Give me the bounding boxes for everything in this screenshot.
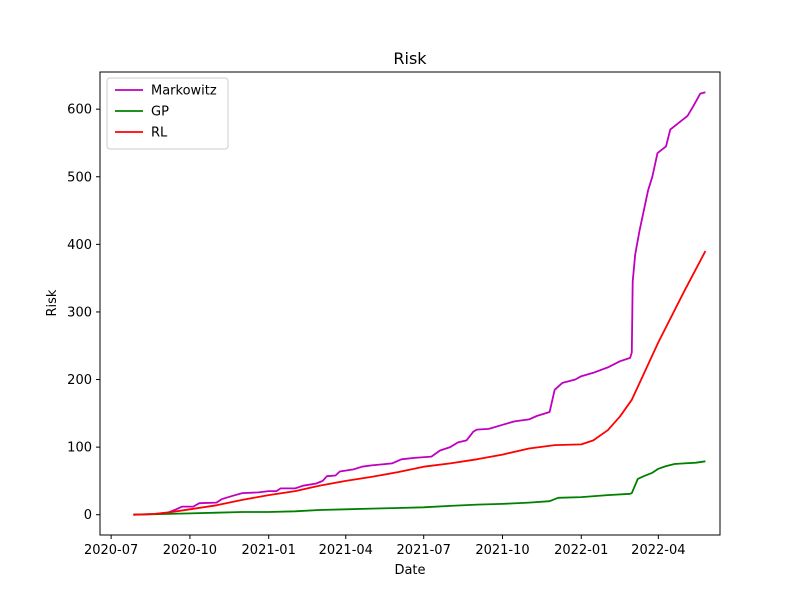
y-tick-label: 200 (67, 373, 92, 388)
y-tick-label: 0 (84, 508, 92, 523)
x-tick-label: 2021-04 (319, 543, 373, 558)
legend-label-rl: RL (151, 126, 168, 141)
y-tick-label: 400 (67, 238, 92, 253)
y-tick-label: 100 (67, 441, 92, 456)
x-tick-label: 2022-01 (554, 543, 608, 558)
series-line-rl (133, 250, 707, 516)
plot-frame (99, 71, 721, 536)
series-line-markowitz (133, 91, 706, 516)
series-line-gp (133, 460, 706, 516)
x-tick-label: 2021-01 (242, 543, 296, 558)
x-axis: 2020-07 2020-10 2021-01 2021-04 2021-07 2021-… (84, 535, 686, 558)
legend-label-gp: GP (151, 105, 169, 120)
y-tick-label: 500 (67, 170, 92, 185)
legend: Markowitz GP RL (106, 77, 229, 150)
x-tick-label: 2020-10 (163, 543, 217, 558)
x-axis-title: Date (394, 563, 425, 578)
y-tick-label: 300 (67, 305, 92, 320)
x-tick-label: 2021-10 (475, 543, 529, 558)
y-axis: 0 100 200 300 400 500 600 (67, 103, 100, 523)
x-tick-label: 2020-07 (84, 543, 138, 558)
series-layer (133, 91, 707, 516)
y-axis-title: Risk (45, 289, 60, 316)
y-tick-label: 600 (67, 103, 92, 118)
x-tick-label: 2022-04 (631, 543, 685, 558)
chart-title: Risk (393, 49, 427, 68)
legend-label-markowitz: Markowitz (151, 84, 217, 99)
x-tick-label: 2021-07 (397, 543, 451, 558)
